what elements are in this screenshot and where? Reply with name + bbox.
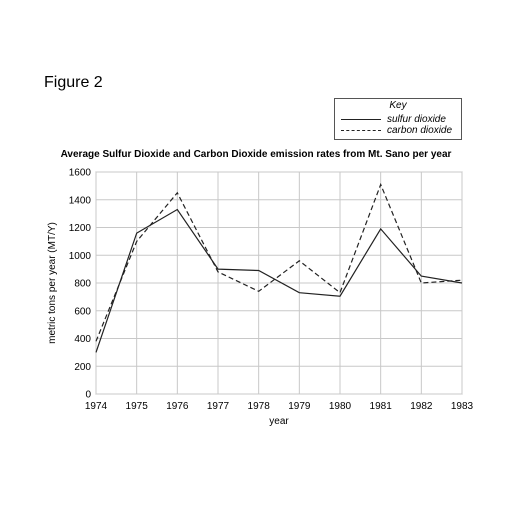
grid [95,171,463,395]
figure-label: Figure 2 [44,74,103,91]
legend-entry-carbon-dioxide: carbon dioxide [341,124,452,136]
y-tick-label: 200 [74,362,91,373]
tick-labels: 0 200 400 600 800 1000 1200 1400 1600 1974 1975 197… [69,168,474,413]
series-line-carbon-dioxide [95,182,463,342]
x-tick-label: 1979 [288,401,311,412]
legend-swatch-dashed [341,129,381,131]
x-axis-title: year [269,416,289,427]
x-tick-label: 1978 [248,401,271,412]
x-tick-label: 1981 [370,401,393,412]
y-tick-label: 0 [85,390,91,401]
legend-title: Key [389,100,407,111]
chart-legend: Key sulfur dioxide carbon dioxide [334,98,462,140]
legend-label-sulfur-dioxide: sulfur dioxide [387,113,446,125]
series-line-sulfur-dioxide [95,208,463,353]
chart-title: Average Sulfur Dioxide and Carbon Dioxid… [60,149,452,160]
series-lines [95,182,463,353]
x-tick-label: 1976 [166,401,189,412]
y-tick-label: 1000 [69,251,92,262]
legend-label-carbon-dioxide: carbon dioxide [387,124,453,136]
y-tick-label: 1600 [69,168,92,179]
y-axis-title: metric tons per year (MT/Y) [47,222,58,344]
y-tick-label: 400 [74,334,91,345]
y-tick-label: 1400 [69,195,92,206]
x-tick-label: 1983 [451,401,474,412]
x-tick-label: 1982 [410,401,433,412]
legend-entry-sulfur-dioxide: sulfur dioxide [341,113,446,125]
x-tick-label: 1980 [329,401,352,412]
legend-swatch-solid [341,118,381,120]
y-tick-label: 600 [74,306,91,317]
x-tick-label: 1977 [207,401,230,412]
x-tick-label: 1974 [85,401,108,412]
x-tick-label: 1975 [126,401,149,412]
y-tick-label: 800 [74,279,91,290]
y-tick-label: 1200 [69,223,92,234]
